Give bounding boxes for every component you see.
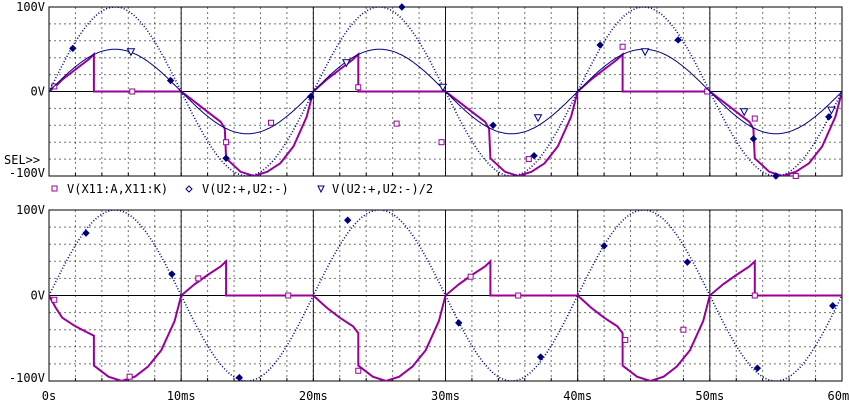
triangle-data-marker <box>342 59 351 68</box>
diamond-marker-icon <box>185 185 193 193</box>
diamond-data-marker <box>455 319 463 327</box>
diamond-data-marker <box>343 216 352 224</box>
square-data-marker <box>195 275 202 282</box>
diamond-data-marker <box>596 41 604 49</box>
square-data-marker <box>751 115 758 122</box>
square-data-marker <box>467 273 474 280</box>
triangle-data-marker <box>827 106 836 115</box>
square-data-marker <box>285 292 292 299</box>
x-tick-label: 10ms <box>167 389 196 403</box>
y-tick-label: 0V <box>31 85 45 99</box>
x-tick-label: 50ms <box>695 389 724 403</box>
square-data-marker <box>355 367 362 374</box>
triangle-data-marker <box>739 108 749 117</box>
legend-label: V(U2:+,U2:-) <box>202 182 289 196</box>
diode-voltage-trace[interactable] <box>49 51 842 176</box>
half-input-voltage-trace[interactable] <box>49 48 842 135</box>
square-data-marker <box>268 119 275 126</box>
diamond-data-marker <box>489 121 497 130</box>
diamond-data-marker <box>235 373 244 382</box>
x-tick-label: 30ms <box>431 389 460 403</box>
x-tick-label: 0s <box>42 389 56 403</box>
y-tick-label: 100V <box>16 0 45 14</box>
diamond-data-marker <box>600 242 608 250</box>
legend-item-diode-voltage[interactable]: V(X11:A,X11:K) <box>51 182 168 196</box>
diamond-data-marker <box>749 135 758 143</box>
square-data-marker <box>438 139 445 146</box>
square-data-marker <box>751 292 758 299</box>
square-data-marker <box>622 336 629 343</box>
diamond-data-marker <box>69 44 77 53</box>
diamond-data-marker <box>674 36 682 44</box>
diamond-data-marker <box>829 302 837 310</box>
legend-label: V(U2:+,U2:-)/2 <box>332 182 433 196</box>
square-data-marker <box>129 88 136 95</box>
legend-label: V(X11:A,X11:K) <box>67 182 168 196</box>
legend-item-input-voltage[interactable]: V(U2:+,U2:-) <box>185 182 289 196</box>
legend-item-half-input-voltage[interactable]: V(U2:+,U2:-)/2 <box>317 182 433 196</box>
diamond-data-marker <box>536 353 545 361</box>
triangle-data-marker <box>533 114 543 123</box>
input-voltage-trace[interactable] <box>49 210 842 381</box>
diamond-data-marker <box>530 152 538 160</box>
legend: V(X11:A,X11:K) V(U2:+,U2:-) V(U2:+,U2:-)… <box>51 182 433 196</box>
triangle-data-marker <box>438 83 448 92</box>
diamond-data-marker <box>398 3 406 11</box>
square-data-marker <box>680 326 687 333</box>
diamond-data-marker <box>825 113 833 121</box>
x-tick-label: 60ms <box>828 389 849 403</box>
diamond-data-marker <box>753 364 762 372</box>
square-data-marker <box>355 84 362 91</box>
square-data-marker <box>515 292 522 299</box>
square-data-marker <box>126 373 133 380</box>
upper-plot[interactable]: 100V 0V -100V <box>9 0 843 180</box>
y-tick-label: 0V <box>31 289 45 303</box>
diamond-data-marker <box>772 172 780 180</box>
triangle-data-marker <box>640 48 650 57</box>
square-data-marker <box>51 296 58 303</box>
triangle-data-marker <box>126 48 136 57</box>
selection-marker: SEL>> <box>4 153 40 167</box>
y-tick-label: -100V <box>9 166 45 180</box>
square-marker-icon <box>51 185 58 192</box>
y-tick-label: -100V <box>9 371 45 385</box>
y-tick-label: 100V <box>16 203 45 217</box>
square-data-marker <box>619 43 626 50</box>
x-tick-label: 20ms <box>299 389 328 403</box>
diamond-data-marker <box>82 229 90 237</box>
diamond-data-marker <box>168 270 176 278</box>
diamond-data-marker <box>222 154 230 162</box>
square-data-marker <box>792 173 799 179</box>
square-data-marker <box>393 120 400 127</box>
triangle-marker-icon <box>317 185 325 194</box>
diamond-data-marker <box>683 258 692 266</box>
lower-plot[interactable]: 100V 0V -100V 0s 10ms 20ms 30ms 40ms 50ms 60ms <box>9 203 849 403</box>
square-data-marker <box>223 139 230 146</box>
diode-voltage-trace[interactable] <box>49 258 842 381</box>
x-tick-label: 40ms <box>563 389 592 403</box>
square-data-marker <box>525 156 532 163</box>
square-data-marker <box>704 88 711 95</box>
